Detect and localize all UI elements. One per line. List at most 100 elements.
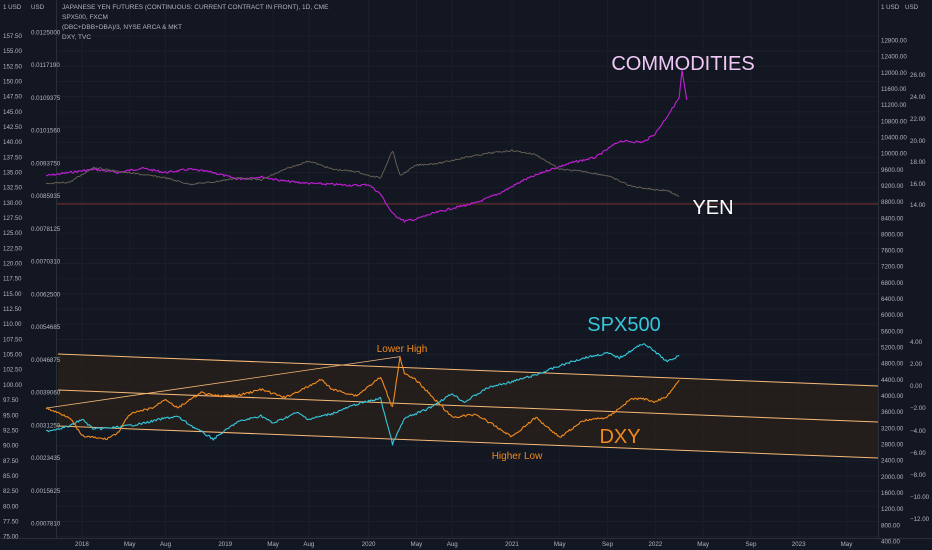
right-inner-unit: 1 USD	[881, 4, 900, 11]
left-outer-tick-label: 112.50	[3, 306, 22, 313]
time-tick-label: 2019	[218, 541, 232, 548]
right-inner-tick-label: 12800.00	[881, 38, 907, 45]
left-inner-tick-label: 0.0062500	[31, 291, 61, 298]
right-outer-unit: USD	[905, 4, 919, 11]
right-outer-tick-label: 0.00	[910, 383, 923, 390]
series-lines	[45, 69, 688, 446]
left-outer-tick-label: 140.00	[3, 139, 22, 146]
right-outer-tick-label: −10.00	[910, 494, 930, 501]
left-outer-tick-label: 137.50	[3, 154, 22, 161]
right-outer-tick-label: 4.00	[910, 339, 923, 346]
legend-line-yen[interactable]: JAPANESE YEN FUTURES (CONTINUOUS: CURREN…	[62, 4, 329, 11]
left-inner-tick-label: 0.0078125	[31, 226, 61, 233]
right-inner-tick-label: 5200.00	[881, 345, 904, 352]
left-outer-tick-label: 92.50	[3, 427, 19, 434]
right-inner-tick-label: 9600.00	[881, 167, 904, 174]
legend-line-dxy[interactable]: DXY, TVC	[62, 34, 92, 41]
right-inner-tick-label: 11600.00	[881, 86, 907, 93]
left-outer-tick-label: 97.50	[3, 397, 19, 404]
gridlines	[57, 0, 878, 538]
right-inner-tick-label: 1600.00	[881, 490, 904, 497]
left-outer-tick-label: 155.00	[3, 48, 22, 55]
left-inner-tick-label: 0.0015625	[31, 488, 61, 495]
left-outer-tick-label: 142.50	[3, 124, 22, 131]
right-inner-tick-label: 400.00	[881, 538, 900, 545]
left-outer-tick-label: 100.00	[3, 382, 22, 389]
left-outer-tick-label: 127.50	[3, 215, 22, 222]
left-inner-tick-label: 0.0117190	[31, 62, 60, 69]
right-inner-tick-label: 3200.00	[881, 425, 904, 432]
right-outer-tick-label: 2.00	[910, 361, 923, 368]
right-inner-tick-label: 800.00	[881, 522, 900, 529]
left-outer-tick-label: 132.50	[3, 185, 22, 192]
right-inner-tick-label: 4000.00	[881, 393, 904, 400]
left-outer-tick-label: 82.50	[3, 488, 19, 495]
right-outer-tick-label: 14.00	[910, 202, 926, 209]
left-outer-tick-label: 115.00	[3, 291, 22, 298]
legend-line-commodities[interactable]: (DBC+DBB+DBA)/3, NYSE ARCA & MKT	[62, 24, 182, 31]
right-inner-tick-label: 4800.00	[881, 361, 904, 368]
left-inner-tick-label: 0.0031250	[31, 422, 61, 429]
series-line-commodities	[46, 69, 688, 223]
right-inner-tick-label: 2400.00	[881, 458, 904, 465]
left-inner-unit: USD	[31, 4, 45, 11]
channel-upper-line	[57, 353, 879, 387]
right-outer-tick-label: −12.00	[910, 516, 930, 523]
time-tick-label: May	[697, 541, 710, 548]
legend-line-spx500[interactable]: SPX500, FXCM	[62, 14, 108, 21]
left-outer-tick-label: 80.00	[3, 503, 19, 510]
left-outer-tick-label: 157.50	[3, 33, 22, 40]
right-inner-tick-label: 7600.00	[881, 248, 904, 255]
right-inner-tick-label: 8400.00	[881, 215, 904, 222]
left-outer-tick-label: 110.00	[3, 321, 22, 328]
time-tick-label: May	[267, 541, 280, 548]
label-lower-high: Lower High	[377, 344, 428, 355]
time-tick-label: May	[554, 541, 567, 548]
time-tick-label: Aug	[303, 541, 315, 548]
time-tick-label: 2018	[75, 541, 89, 548]
chart-legend: JAPANESE YEN FUTURES (CONTINUOUS: CURREN…	[62, 3, 328, 43]
left-outer-tick-label: 125.00	[3, 230, 22, 237]
series-line-dxy	[45, 356, 680, 441]
left-outer-tick-label: 102.50	[3, 367, 22, 374]
time-tick-label: 2023	[792, 541, 806, 548]
left-outer-tick-label: 95.00	[3, 412, 19, 419]
right-inner-tick-label: 2000.00	[881, 474, 904, 481]
right-inner-tick-label: 10000.00	[881, 151, 907, 158]
time-tick-label: May	[411, 541, 424, 548]
annotation-labels: COMMODITIES YEN SPX500 DXY Lower High Hi…	[377, 53, 755, 462]
right-inner-tick-label: 6400.00	[881, 296, 904, 303]
left-inner-tick-label: 0.0039060	[31, 390, 61, 397]
right-axis-divider	[878, 0, 879, 538]
left-outer-tick-label: 152.50	[3, 63, 22, 70]
right-inner-tick-label: 3600.00	[881, 409, 904, 416]
label-spx500: SPX500	[587, 314, 660, 336]
left-inner-tick-label: 0.0023435	[31, 455, 61, 462]
left-outer-unit: 1 USD	[3, 4, 22, 11]
time-tick-label: 2022	[648, 541, 662, 548]
right-inner-tick-label: 8000.00	[881, 231, 904, 238]
right-inner-tick-label: 10800.00	[881, 118, 907, 125]
label-yen: YEN	[692, 197, 733, 219]
left-inner-tick-label: 0.0085935	[31, 193, 61, 200]
right-inner-tick-label: 7200.00	[881, 264, 904, 271]
left-inner-tick-label: 0.0109375	[31, 95, 61, 102]
right-inner-tick-label: 10400.00	[881, 134, 907, 141]
right-outer-tick-label: 24.00	[910, 94, 926, 101]
left-outer-tick-label: 105.00	[3, 352, 22, 359]
label-commodities: COMMODITIES	[611, 53, 754, 75]
right-outer-tick-label: 22.00	[910, 116, 926, 123]
time-axis-divider	[0, 538, 932, 539]
right-outer-tick-label: 20.00	[910, 138, 926, 145]
axis-tick-labels: 157.50 155.00 152.50 150.00 147.50 145.00 142.…	[3, 0, 930, 548]
time-tick-label: Sep	[602, 541, 614, 548]
left-inner-tick-label: 0.0125000	[31, 30, 61, 37]
right-outer-tick-label: −2.00	[910, 405, 926, 412]
left-outer-tick-label: 135.00	[3, 170, 22, 177]
time-tick-label: Sep	[745, 541, 757, 548]
right-inner-tick-label: 6000.00	[881, 312, 904, 319]
left-outer-tick-label: 130.00	[3, 200, 22, 207]
left-outer-tick-label: 75.00	[3, 534, 19, 541]
left-outer-tick-label: 90.00	[3, 443, 19, 450]
